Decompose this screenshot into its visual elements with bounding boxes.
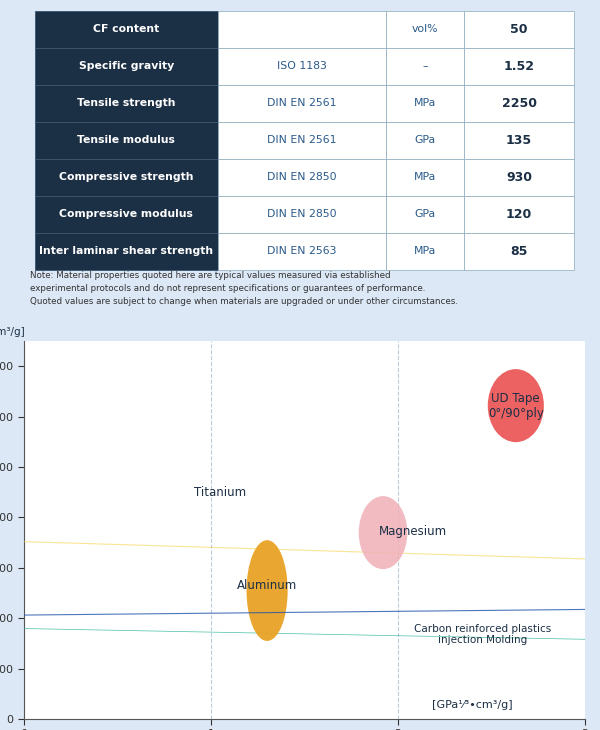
Text: [MPa·cm³/g]: [MPa·cm³/g]	[0, 327, 25, 337]
Text: 85: 85	[511, 245, 528, 258]
Bar	[218, 11, 386, 48]
Bar	[386, 122, 464, 158]
Text: Aluminum: Aluminum	[237, 579, 297, 592]
Bar	[386, 85, 464, 122]
Text: MPa: MPa	[414, 99, 436, 108]
Text: 1.52: 1.52	[503, 60, 535, 73]
Ellipse shape	[0, 475, 600, 620]
Ellipse shape	[488, 369, 544, 442]
Bar	[35, 158, 218, 196]
Text: Steel: Steel	[131, 619, 161, 632]
Text: 2250: 2250	[502, 97, 536, 110]
Text: MPa: MPa	[414, 172, 436, 182]
Text: DIN EN 2561: DIN EN 2561	[267, 99, 337, 108]
Bar	[464, 48, 574, 85]
Text: DIN EN 2850: DIN EN 2850	[267, 209, 337, 219]
Text: Tensile modulus: Tensile modulus	[77, 135, 175, 145]
Bar	[464, 85, 574, 122]
Bar	[35, 122, 218, 158]
Text: GPa: GPa	[415, 135, 436, 145]
Bar	[464, 122, 574, 158]
Ellipse shape	[0, 579, 600, 642]
Text: 50: 50	[511, 23, 528, 36]
Bar	[218, 158, 386, 196]
Text: 135: 135	[506, 134, 532, 147]
Text: Compressive modulus: Compressive modulus	[59, 209, 193, 219]
Text: Tensile strength: Tensile strength	[77, 99, 176, 108]
Bar	[218, 196, 386, 233]
Bar	[386, 233, 464, 269]
Bar	[218, 48, 386, 85]
Text: DIN EN 2850: DIN EN 2850	[267, 172, 337, 182]
Bar	[218, 122, 386, 158]
Bar	[35, 196, 218, 233]
Text: UD Tape
0°/90°ply: UD Tape 0°/90°ply	[488, 391, 544, 420]
Bar	[464, 233, 574, 269]
Text: Note: Material properties quoted here are typical values measured via establishe: Note: Material properties quoted here ar…	[29, 271, 458, 306]
Text: Titanium: Titanium	[194, 485, 247, 499]
Text: –: –	[422, 61, 428, 72]
Text: Specific gravity: Specific gravity	[79, 61, 174, 72]
Text: Carbon reinforced plastics
injection Molding: Carbon reinforced plastics injection Mol…	[413, 623, 551, 645]
Text: vol%: vol%	[412, 24, 439, 34]
Text: DIN EN 2561: DIN EN 2561	[267, 135, 337, 145]
Bar	[386, 11, 464, 48]
Bar	[35, 85, 218, 122]
Text: ISO 1183: ISO 1183	[277, 61, 326, 72]
Bar	[35, 11, 218, 48]
Bar	[386, 158, 464, 196]
Bar	[464, 158, 574, 196]
Bar	[464, 11, 574, 48]
Bar	[464, 196, 574, 233]
Ellipse shape	[247, 540, 287, 641]
Ellipse shape	[0, 574, 600, 688]
Bar	[218, 85, 386, 122]
Text: 120: 120	[506, 207, 532, 220]
Ellipse shape	[359, 496, 407, 569]
Text: 930: 930	[506, 171, 532, 184]
Bar	[386, 48, 464, 85]
Text: Inter laminar shear strength: Inter laminar shear strength	[40, 246, 214, 256]
Text: Magnesium: Magnesium	[379, 525, 447, 537]
Text: [GPa¹⁄³•cm³/g]: [GPa¹⁄³•cm³/g]	[432, 699, 512, 710]
Bar	[386, 196, 464, 233]
Text: Compressive strength: Compressive strength	[59, 172, 194, 182]
Text: CF content: CF content	[93, 24, 160, 34]
Text: DIN EN 2563: DIN EN 2563	[267, 246, 337, 256]
Bar	[218, 233, 386, 269]
Text: GPa: GPa	[415, 209, 436, 219]
Text: MPa: MPa	[414, 246, 436, 256]
Bar	[35, 48, 218, 85]
Bar	[35, 233, 218, 269]
